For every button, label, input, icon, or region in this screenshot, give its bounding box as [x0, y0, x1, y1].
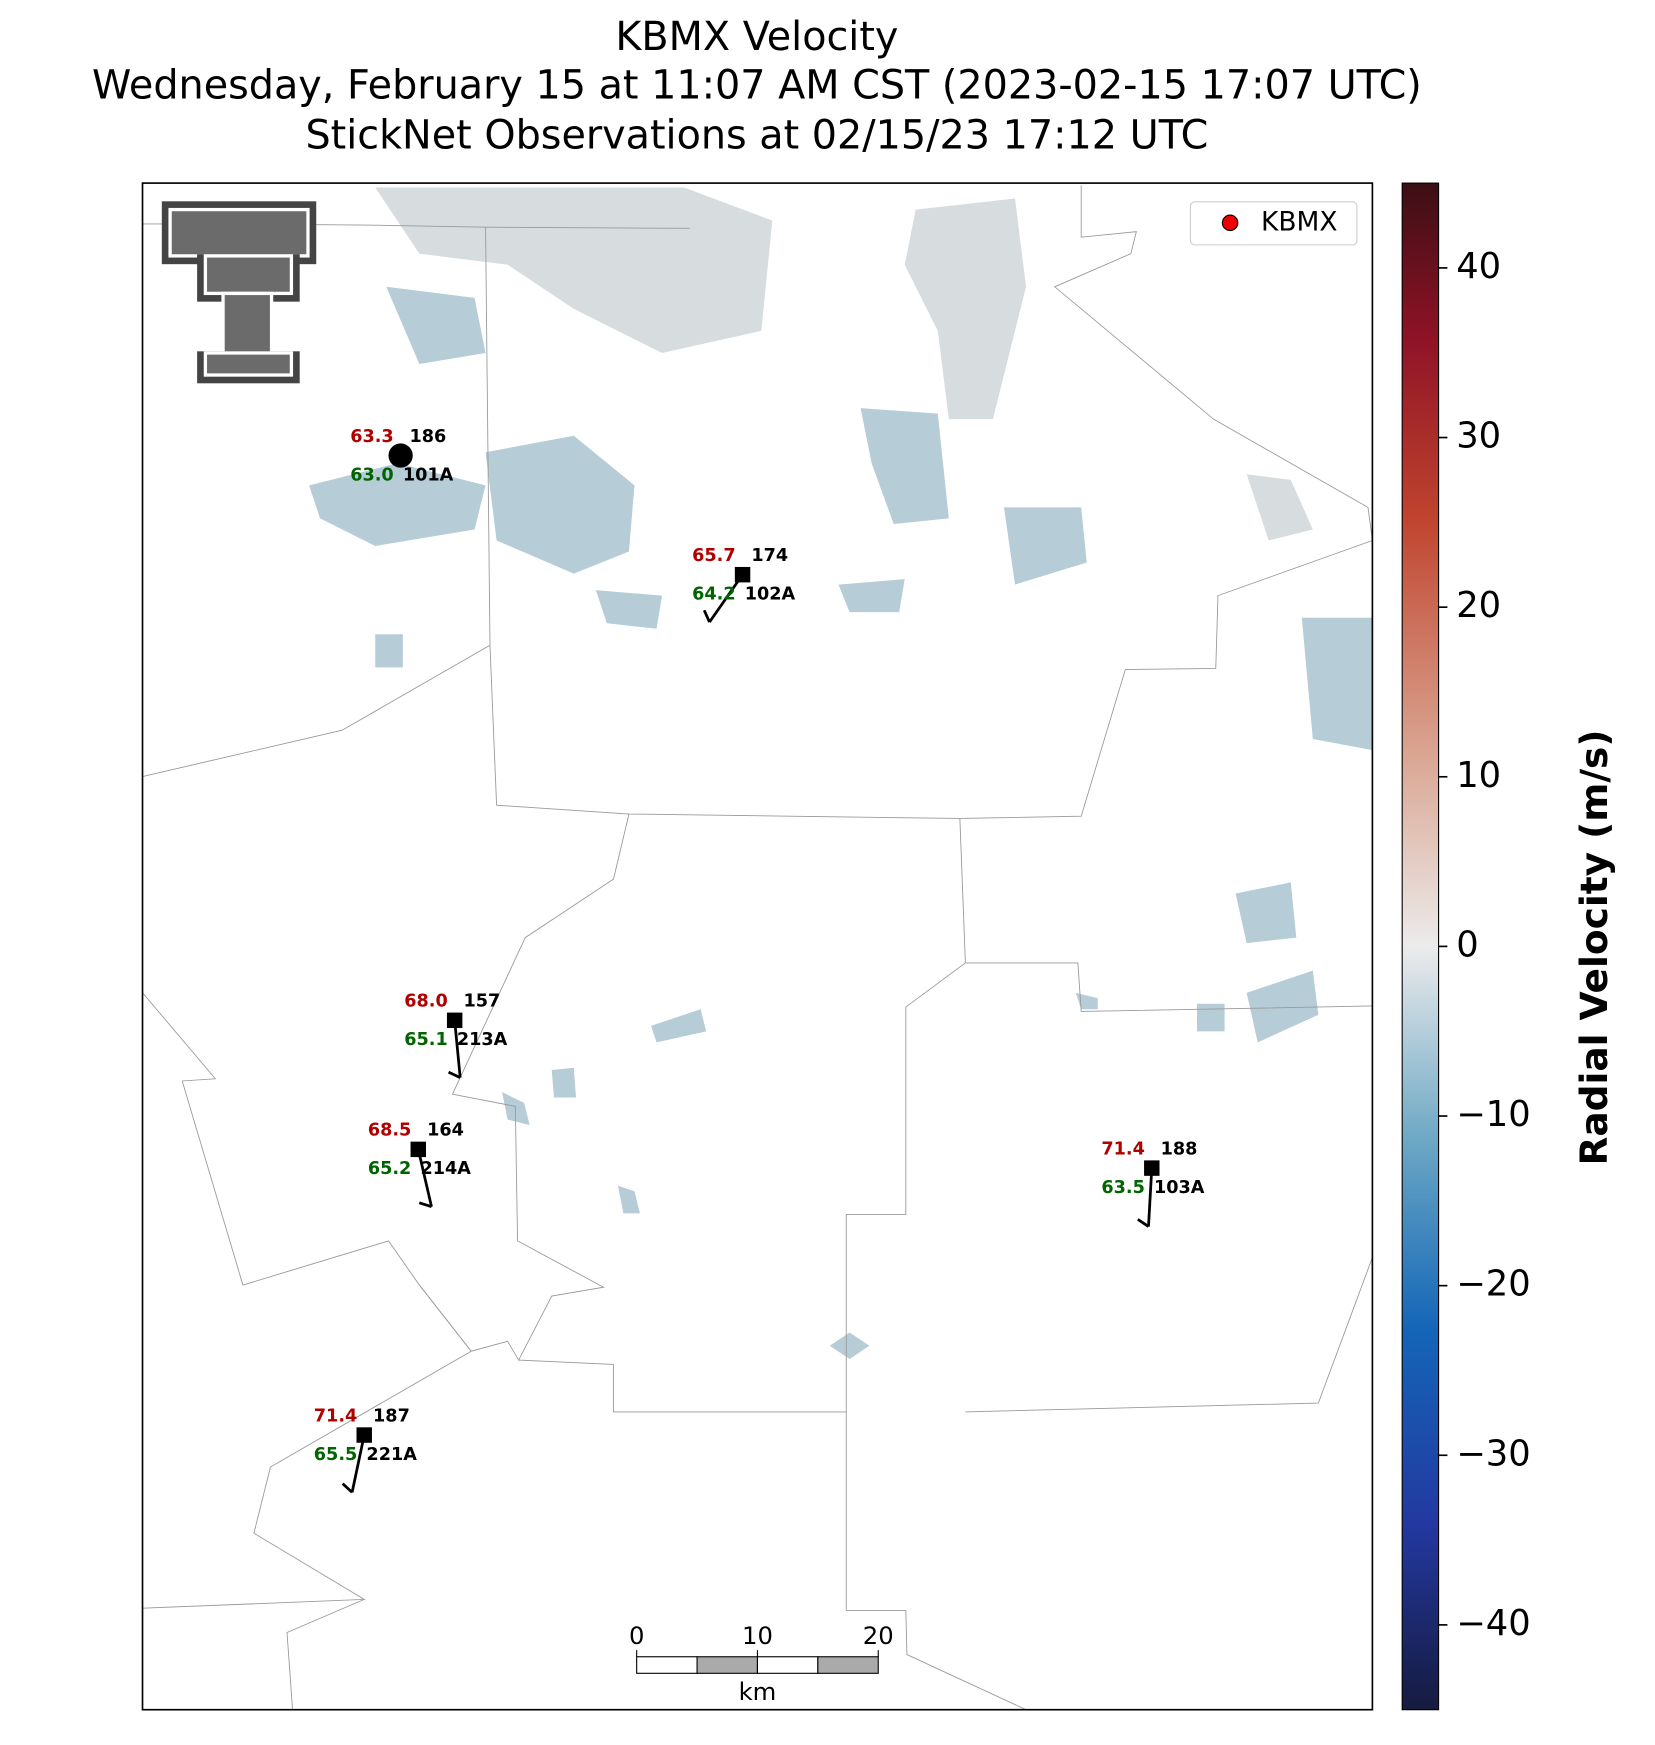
colorbar-tick-label: −20 [1456, 1264, 1530, 1305]
reading: 186 [409, 427, 446, 447]
scale-bar: 0 10 20 km [629, 1621, 894, 1706]
scale-tick-label: 0 [629, 1621, 644, 1650]
temperature: 68.5 [368, 1121, 412, 1141]
station-id: 214A [420, 1159, 471, 1179]
title-line: StickNet Observations at 02/15/23 17:12 … [305, 112, 1208, 158]
station-marker [388, 443, 413, 468]
reading: 188 [1161, 1139, 1198, 1159]
station-marker [410, 1141, 426, 1158]
title-line: KBMX Velocity [615, 14, 898, 60]
dewpoint: 65.2 [368, 1159, 412, 1179]
colorbar-tick-label: 10 [1456, 755, 1501, 796]
colorbar-tick-label: −40 [1456, 1603, 1530, 1644]
scale-segment [696, 1656, 759, 1674]
wind-barb-flag [1137, 1218, 1150, 1228]
wind-barb [1147, 1168, 1154, 1227]
temperature: 68.0 [404, 992, 448, 1012]
colorbar: Radial Velocity (m/s) −40 −30 −20 −10 0 10 20 3… [1401, 182, 1616, 1711]
dewpoint: 63.5 [1101, 1178, 1144, 1198]
map: KBMX 63.3 186 63.0 101A 65.7 174 64.2 102A 68.0 1… [141, 182, 1374, 1711]
colorbar-tick-label: −10 [1456, 1094, 1530, 1135]
station-marker [446, 1012, 463, 1029]
legend: KBMX [1189, 201, 1358, 246]
colorbar-tick-label: 40 [1456, 246, 1501, 287]
dewpoint: 63.0 [350, 465, 394, 485]
colorbar-label: Radial Velocity (m/s) [1572, 730, 1616, 1166]
wind-barb [708, 573, 744, 623]
wind-barb-flag [702, 609, 711, 623]
station-marker [356, 1427, 372, 1443]
stations: 63.3 186 63.0 101A 65.7 174 64.2 102A 68.0 157 65.… [314, 427, 1205, 1494]
dewpoint: 65.5 [314, 1445, 358, 1465]
scale-unit: km [739, 1677, 777, 1706]
wind-barb [416, 1149, 433, 1208]
station-marker [734, 566, 751, 583]
temperature: 71.4 [1101, 1139, 1144, 1159]
wind-barb [350, 1434, 366, 1493]
station-id: 101A [403, 465, 454, 485]
reading: 164 [427, 1121, 464, 1141]
dewpoint: 65.1 [404, 1030, 448, 1050]
legend-marker [1221, 214, 1239, 232]
station-id: 102A [745, 585, 796, 605]
wind-barb-flag [447, 1070, 461, 1079]
colorbar-ramp [1401, 182, 1440, 1711]
station-id: 103A [1154, 1178, 1205, 1198]
county-lines [142, 185, 1373, 1711]
wind-barb-flag [418, 1201, 432, 1209]
scale-tick-label: 10 [742, 1621, 773, 1650]
legend-label: KBMX [1261, 206, 1338, 237]
colorbar-tick-label: 20 [1456, 585, 1501, 626]
station-id: 213A [457, 1030, 508, 1050]
colorbar-tick-label: 0 [1456, 924, 1478, 965]
reading: 174 [751, 546, 788, 566]
colorbar-tick-label: −30 [1456, 1433, 1530, 1474]
radar-echoes [309, 187, 1373, 1359]
reading: 157 [463, 992, 500, 1012]
station-id: 221A [366, 1445, 417, 1465]
scale-tick-label: 20 [863, 1621, 894, 1650]
colorbar-tick-label: 30 [1456, 416, 1501, 457]
scale-segment [817, 1656, 879, 1674]
scale-segment [636, 1656, 698, 1674]
scale-segment [756, 1656, 819, 1674]
wind-barb [453, 1020, 462, 1078]
station-marker [1144, 1160, 1160, 1176]
legend-box [1189, 201, 1358, 246]
map-area [142, 183, 1373, 1710]
temperature: 65.7 [692, 546, 736, 566]
logo [161, 201, 317, 384]
wind-barb-flag [341, 1482, 354, 1494]
title-line: Wednesday, February 15 at 11:07 AM CST (… [92, 63, 1422, 109]
temperature: 63.3 [350, 427, 394, 447]
temperature: 71.4 [314, 1406, 358, 1426]
dewpoint: 64.2 [692, 585, 736, 605]
reading: 187 [373, 1406, 410, 1426]
map-frame [141, 182, 1374, 1711]
